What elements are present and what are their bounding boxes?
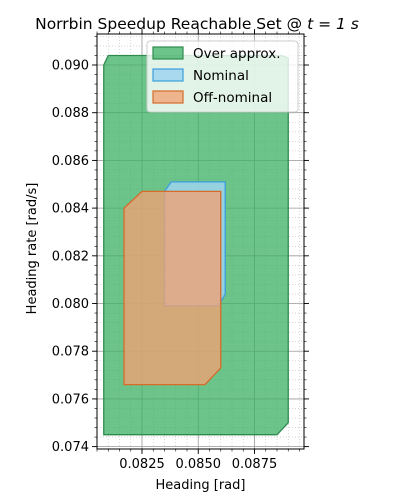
x-tick-label: 0.0875 [232, 457, 278, 472]
y-tick-label: 0.078 [52, 345, 89, 360]
legend-box [146, 40, 299, 113]
y-tick-label: 0.086 [52, 154, 89, 169]
y-tick-label: 0.082 [52, 249, 89, 264]
chart-title-math: t = 1 s [307, 15, 359, 33]
y-tick-label: 0.090 [52, 59, 89, 74]
legend: Over approx. Nominal Off-nominal [146, 40, 299, 113]
x-tick-label: 0.0850 [176, 457, 222, 472]
legend-label-over-approx: Over approx. [193, 46, 281, 62]
legend-label-off-nominal: Off-nominal [193, 90, 272, 106]
legend-swatch-nominal [152, 68, 184, 82]
chart-title: Norrbin Speedup Reachable Set @ t = 1 s [35, 15, 359, 33]
series-polygon-off-nominal [123, 190, 222, 386]
y-tick-label: 0.088 [52, 106, 89, 121]
x-axis-label: Heading [rad] [156, 478, 246, 493]
legend-swatch-off-nominal [152, 90, 184, 104]
plot-frame [96, 33, 305, 450]
y-axis-label: Heading rate [rad/s] [25, 183, 40, 315]
y-tick-label: 0.074 [52, 440, 89, 455]
x-tick-label: 0.0825 [119, 457, 165, 472]
y-tick-label: 0.084 [52, 202, 89, 217]
legend-label-nominal: Nominal [193, 68, 249, 84]
y-tick-label: 0.080 [52, 297, 89, 312]
tick-layer: 0.0825 0.0850 0.0875 0.074 0.076 0.078 0.080 0.… [52, 29, 309, 472]
legend-swatch-over-approx [152, 46, 184, 60]
series-layer [103, 54, 289, 436]
y-tick-label: 0.076 [52, 392, 89, 407]
